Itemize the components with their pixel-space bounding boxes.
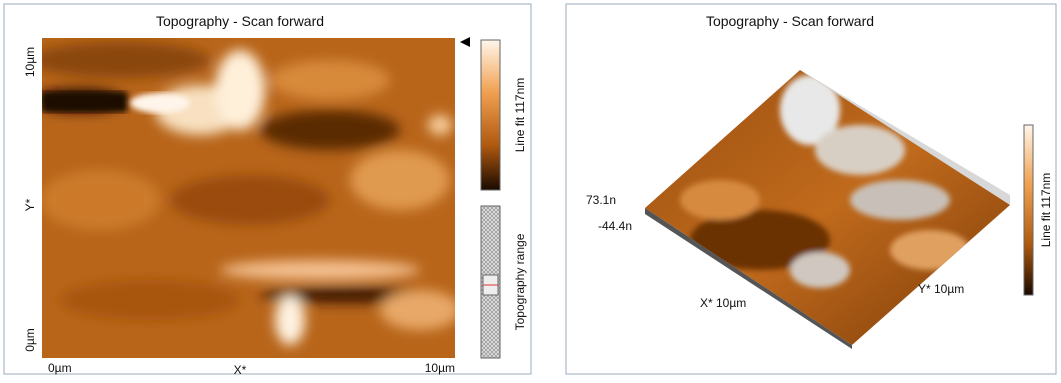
colorbar <box>1024 125 1033 295</box>
topography-image <box>30 38 460 358</box>
x-label: X* <box>234 363 247 377</box>
y-top: 10µm <box>23 47 37 77</box>
panel-title: Topography - Scan forward <box>706 13 874 29</box>
left-panel: Topography - Scan forward Line fit 117nm… <box>4 4 531 377</box>
colorbar-label: Line fit 117nm <box>513 78 527 153</box>
x-label: X* 10µm <box>700 296 746 310</box>
x-left: 0µm <box>48 361 72 375</box>
colorbar-label: Line fit 117nm <box>1039 173 1053 248</box>
colorbar <box>481 40 500 190</box>
y-label: Y* <box>23 198 37 211</box>
range-label: Topography range <box>513 233 527 330</box>
y-bottom: 0µm <box>23 328 37 352</box>
y-label: Y* 10µm <box>918 282 964 296</box>
right-panel: Topography - Scan forward 73.1n -44.4n X… <box>566 4 1056 374</box>
z-max: 73.1n <box>586 193 616 207</box>
panel-title: Topography - Scan forward <box>156 13 324 29</box>
z-min: -44.4n <box>598 219 632 233</box>
screenshot: Topography - Scan forward Line fit 117nm… <box>0 0 1061 378</box>
x-right: 10µm <box>425 361 455 375</box>
